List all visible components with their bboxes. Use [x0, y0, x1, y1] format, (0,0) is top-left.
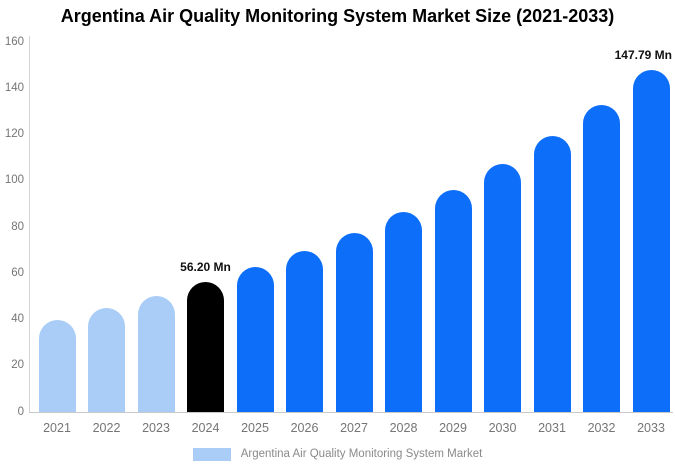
y-tick-label-100: 100	[4, 174, 24, 187]
y-tick-label-60: 60	[11, 266, 24, 279]
x-tick-label-2029: 2029	[439, 421, 467, 435]
y-tick-label-120: 120	[4, 128, 24, 140]
x-tick-label-2030: 2030	[488, 421, 517, 435]
x-tick-label-2021: 2021	[43, 421, 71, 435]
x-axis-baseline	[29, 412, 673, 413]
y-tick-label-20: 20	[11, 359, 24, 372]
bar-2026	[286, 251, 323, 412]
bar-2027	[335, 232, 373, 412]
bar-annotation-2033: 147.79 Mn	[614, 48, 672, 63]
y-tick-label-80: 80	[11, 220, 24, 233]
legend-label: Argentina Air Quality Monitoring System …	[240, 448, 483, 460]
x-tick-label-2026: 2026	[290, 421, 319, 435]
x-tick-label-2028: 2028	[389, 421, 418, 435]
bar-2028	[385, 212, 422, 412]
legend-swatch	[192, 447, 231, 461]
bar-2022	[88, 307, 125, 412]
bar-2029	[434, 189, 472, 412]
y-axis-line	[29, 36, 30, 412]
bar-2023	[137, 296, 175, 412]
chart-title: Argentina Air Quality Monitoring System …	[60, 6, 615, 26]
x-tick-label-2023: 2023	[142, 421, 170, 435]
y-tick-label-0: 0	[17, 405, 24, 418]
bar-2033	[632, 70, 670, 412]
x-tick-label-2033: 2033	[637, 421, 665, 435]
x-tick-label-2032: 2032	[587, 421, 616, 435]
x-tick-label-2031: 2031	[538, 421, 566, 435]
x-tick-label-2027: 2027	[340, 421, 368, 435]
x-tick-label-2022: 2022	[92, 421, 121, 435]
bar-2032	[583, 105, 620, 412]
x-tick-label-2024: 2024	[191, 421, 220, 435]
legend: Argentina Air Quality Monitoring System …	[0, 444, 675, 464]
bar-2021	[38, 319, 76, 412]
bar-2030	[484, 164, 521, 412]
x-tick-label-2025: 2025	[241, 421, 269, 435]
bar-annotation-2024: 56.20 Mn	[180, 260, 231, 275]
y-tick-label-140: 140	[4, 81, 24, 94]
y-tick-label-160: 160	[4, 35, 24, 48]
bar-2031	[533, 136, 571, 412]
bar-2025	[236, 267, 274, 412]
y-tick-label-40: 40	[11, 313, 24, 325]
bar-2024	[187, 282, 224, 412]
